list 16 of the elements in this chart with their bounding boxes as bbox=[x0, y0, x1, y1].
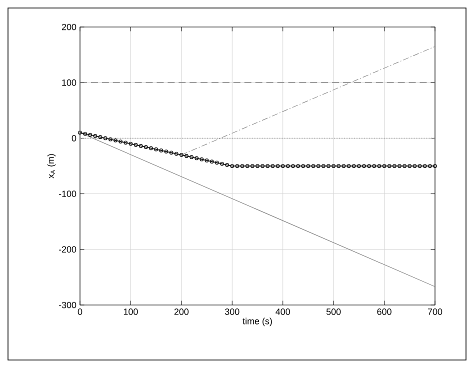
y-tick-label: -300 bbox=[58, 302, 76, 308]
x-tick-label: 100 bbox=[124, 308, 138, 315]
x-tick-label: 200 bbox=[174, 308, 189, 315]
y-tick-label: -200 bbox=[58, 246, 76, 253]
y-axis-title: x$_{A}$ (m) bbox=[47, 154, 56, 178]
x-tick-label: 300 bbox=[225, 308, 240, 315]
y-tick-label: 200 bbox=[62, 24, 76, 30]
x-tick-label: 0 bbox=[78, 308, 82, 315]
y-tick-label: -100 bbox=[58, 190, 76, 197]
x-tick-label: 600 bbox=[377, 308, 392, 315]
x-tick-label: 500 bbox=[326, 308, 341, 315]
y-tick-label: 100 bbox=[62, 79, 76, 86]
x-axis-title: time (s) bbox=[242, 318, 272, 326]
x-tick-label: 700 bbox=[428, 308, 442, 315]
x-tick-label: 400 bbox=[276, 308, 290, 315]
y-tick-label: 0 bbox=[72, 135, 76, 142]
